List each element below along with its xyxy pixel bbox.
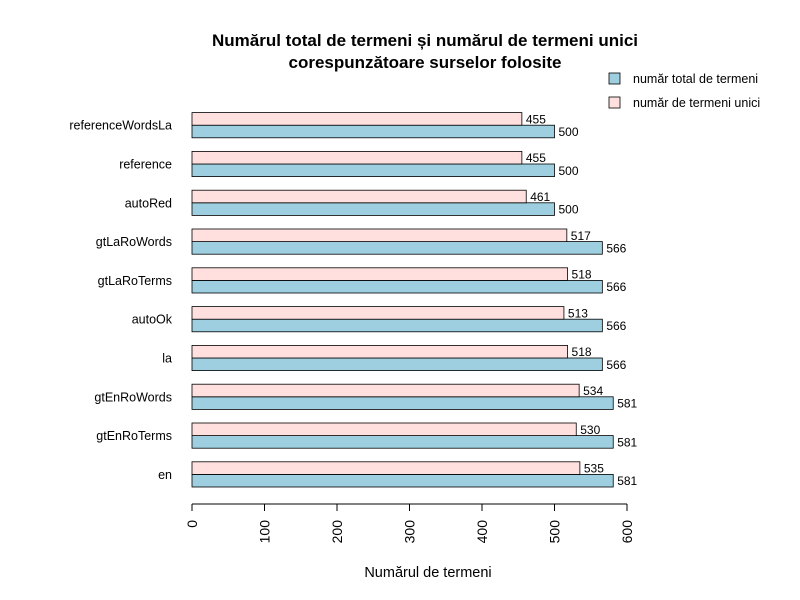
bar-total-gtEnRoWords	[191, 396, 614, 410]
legend-label-unique: număr de termeni unici	[633, 96, 760, 110]
bar-total-gtLaRoTerms	[191, 279, 603, 294]
x-tick-label-500: 500	[547, 520, 563, 544]
bar-unique-autoRed	[191, 189, 527, 204]
value-label-unique-en: 535	[584, 462, 604, 476]
bar-unique-gtLaRoWords	[191, 228, 568, 243]
value-labels: 5815355815305815345665185665135665185665…	[526, 112, 638, 488]
category-label-autoOk: autoOk	[132, 313, 173, 327]
value-label-total-autoOk: 566	[606, 319, 626, 333]
category-label-en: en	[158, 468, 172, 482]
bar-unique-autoOk	[191, 306, 565, 320]
x-tick-label-200: 200	[329, 520, 345, 544]
legend-swatch-total	[608, 72, 621, 85]
chart-title-line2: corespunzătoare surselor folosite	[288, 53, 561, 72]
bar-total-en	[191, 473, 614, 488]
x-tick-label-100: 100	[257, 520, 273, 544]
x-axis: 0 100 200 300 400 500 600	[184, 503, 635, 544]
value-label-total-referenceWordsLa: 500	[558, 125, 578, 139]
value-label-total-en: 581	[617, 474, 637, 488]
value-label-unique-autoRed: 461	[530, 190, 550, 204]
value-label-total-gtLaRoWords: 566	[606, 241, 626, 255]
bar-total-referenceWordsLa	[191, 124, 555, 139]
x-axis-title: Numărul de termeni	[364, 565, 491, 581]
value-label-total-gtEnRoTerms: 581	[617, 435, 637, 449]
value-label-unique-autoOk: 513	[568, 306, 588, 320]
chart-title-line1: Numărul total de termeni și numărul de t…	[212, 31, 638, 50]
category-label-referenceWordsLa: referenceWordsLa	[69, 119, 172, 133]
bar-total-la	[191, 357, 603, 372]
category-label-gtLaRoWords: gtLaRoWords	[96, 235, 172, 249]
legend-label-total: număr total de termeni	[633, 72, 758, 86]
bar-total-reference	[191, 163, 555, 178]
value-label-total-la: 566	[606, 358, 626, 372]
bar-total-autoRed	[191, 202, 555, 216]
bar-unique-referenceWordsLa	[191, 112, 523, 126]
bar-unique-gtEnRoWords	[191, 383, 580, 398]
bar-total-gtLaRoWords	[191, 241, 603, 255]
x-tick-label-300: 300	[402, 520, 418, 544]
legend: număr total de termeni număr de termeni …	[608, 72, 760, 110]
value-label-unique-referenceWordsLa: 455	[526, 112, 546, 126]
bar-unique-la	[191, 344, 568, 359]
legend-swatch-unique	[608, 96, 621, 109]
value-label-unique-gtLaRoTerms: 518	[572, 268, 592, 282]
x-tick-label-400: 400	[474, 520, 490, 544]
x-tick-label-600: 600	[619, 520, 635, 544]
bar-unique-gtLaRoTerms	[191, 267, 568, 281]
value-label-unique-gtEnRoWords: 534	[583, 384, 603, 398]
value-label-total-reference: 500	[558, 164, 578, 178]
value-label-unique-gtEnRoTerms: 530	[580, 423, 600, 437]
bar-unique-reference	[191, 150, 523, 165]
value-label-unique-gtLaRoWords: 517	[571, 229, 591, 243]
bars	[191, 112, 614, 488]
bar-total-gtEnRoTerms	[191, 435, 614, 449]
category-label-gtEnRoWords: gtEnRoWords	[94, 390, 172, 404]
category-label-autoRed: autoRed	[125, 196, 172, 210]
value-label-total-gtLaRoTerms: 566	[606, 280, 626, 294]
category-label-reference: reference	[119, 158, 172, 172]
category-label-la: la	[162, 352, 172, 366]
bar-total-autoOk	[191, 318, 603, 333]
category-label-gtEnRoTerms: gtEnRoTerms	[96, 429, 172, 443]
category-labels: en gtEnRoTerms gtEnRoWords la autoOk gtLaRoTe…	[69, 119, 172, 482]
value-label-unique-reference: 455	[526, 151, 546, 165]
category-label-gtLaRoTerms: gtLaRoTerms	[98, 274, 172, 288]
bar-unique-en	[191, 461, 581, 475]
value-label-unique-la: 518	[572, 345, 592, 359]
value-label-total-gtEnRoWords: 581	[617, 397, 637, 411]
bar-unique-gtEnRoTerms	[191, 422, 577, 437]
value-label-total-autoRed: 500	[558, 203, 578, 217]
x-tick-label-0: 0	[184, 520, 200, 528]
